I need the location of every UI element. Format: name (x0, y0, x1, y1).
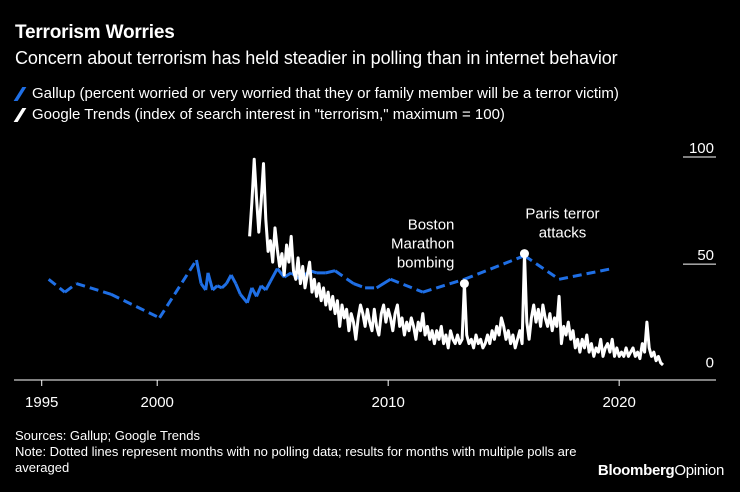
gallup-segment-9 (211, 284, 219, 292)
gallup-segment-8 (206, 272, 215, 291)
source-note: Sources: Gallup; Google Trends (15, 428, 200, 443)
chart-footer: Sources: Gallup; Google Trends Note: Dot… (15, 428, 615, 476)
gallup-segment-13 (229, 274, 238, 285)
gallup-segment-28 (325, 269, 336, 275)
brand-opinion: Opinion (674, 462, 724, 479)
y-tick-label-0: 0 (706, 354, 714, 371)
x-tick-label-2000: 2000 (141, 394, 174, 411)
annotation-label-1-1: attacks (539, 225, 587, 242)
gallup-segment-10 (216, 284, 223, 290)
gallup-segment-1 (63, 282, 78, 294)
legend-item-google: Google Trends (index of search interest … (13, 106, 505, 123)
gallup-segment-21 (269, 267, 279, 283)
chart-title: Terrorism Worries (15, 22, 175, 43)
gallup-segment-37 (558, 267, 613, 281)
gallup-segment-30 (353, 282, 366, 290)
chart-subtitle: Concern about terrorism has held steadie… (15, 48, 618, 68)
gallup-segment-0 (47, 278, 66, 294)
bloomberg-opinion-logo: BloombergOpinion (598, 462, 724, 479)
methodology-note: Note: Dotted lines represent months with… (15, 444, 577, 475)
gallup-segment-33 (389, 277, 424, 294)
gallup-segment-16 (245, 287, 254, 304)
brand-bloomberg: Bloomberg (597, 462, 675, 479)
x-tick-label-2020: 2020 (602, 394, 635, 411)
gallup-segment-5 (194, 259, 203, 284)
annotation-label-0-0: Boston (408, 217, 455, 234)
legend-label-gallup: Gallup (percent worried or very worried … (32, 85, 619, 102)
annotation-label-1-0: Paris terror (525, 206, 599, 223)
gallup-segment-18 (255, 285, 263, 298)
gallup-segment-2 (75, 282, 112, 296)
google-trends-line (248, 157, 665, 367)
legend-item-gallup: Gallup (percent worried or very worried … (13, 85, 619, 102)
gallup-segment-29 (334, 269, 355, 285)
gallup-segment-36 (523, 254, 560, 281)
gallup-segment-32 (375, 278, 392, 290)
annotation-label-0-2: bombing (397, 255, 455, 272)
annotation-marker-0 (459, 279, 469, 289)
gallup-segment-3 (110, 292, 161, 320)
y-tick-label-100: 100 (689, 140, 714, 157)
annotation-marker-1 (519, 249, 529, 259)
gallup-segment-23 (283, 271, 292, 279)
gallup-segment-34 (422, 277, 465, 294)
annotation-label-0-1: Marathon (391, 236, 454, 253)
y-tick-label-50: 50 (697, 247, 714, 264)
gallup-segment-14 (234, 282, 242, 295)
x-tick-label-1995: 1995 (25, 394, 58, 411)
gallup-segment-15 (239, 293, 249, 304)
x-tick-label-2010: 2010 (371, 394, 404, 411)
legend-label-google: Google Trends (index of search interest … (32, 106, 505, 123)
gallup-segment-11 (220, 282, 228, 289)
gallup-segment-35 (463, 254, 526, 281)
gallup-segment-4 (158, 259, 198, 319)
gallup-segment-20 (264, 280, 272, 291)
